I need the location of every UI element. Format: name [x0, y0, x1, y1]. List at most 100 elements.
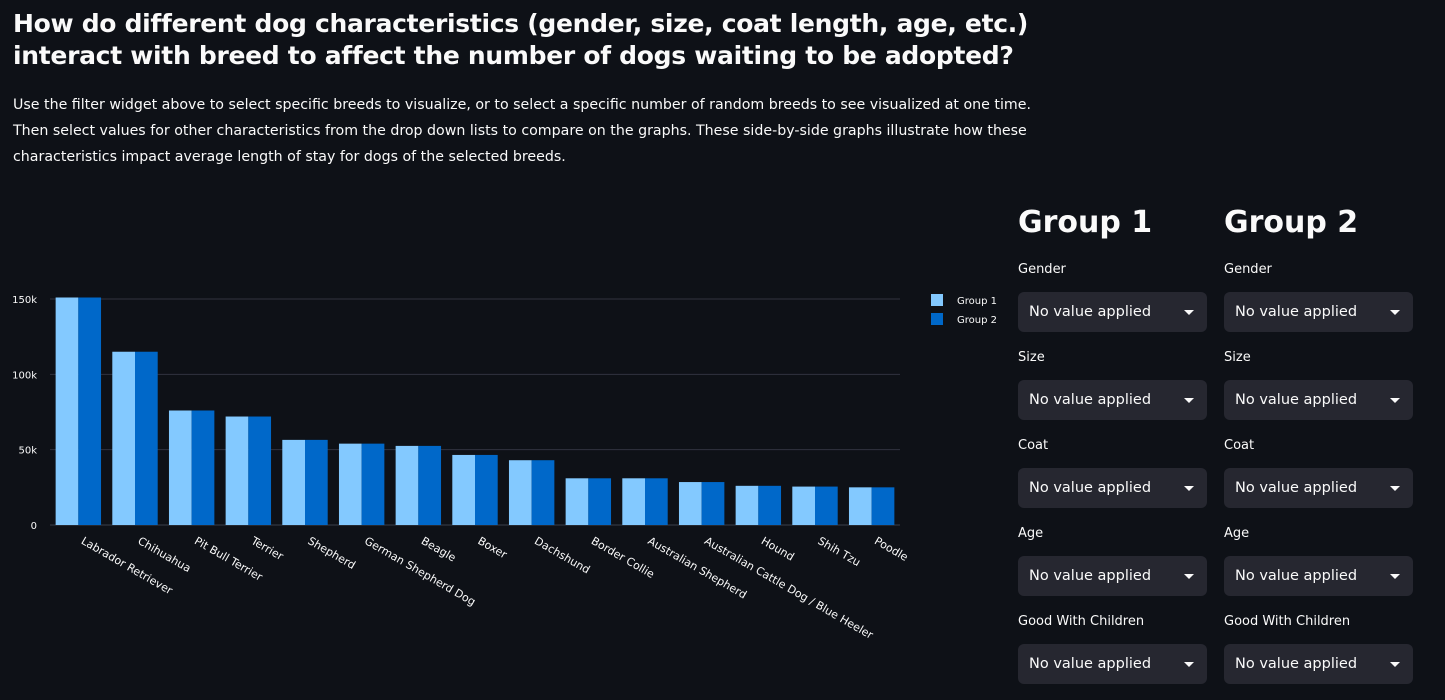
- bar-2: [78, 297, 102, 525]
- group-1-gender-select[interactable]: No value applied: [1018, 292, 1207, 332]
- chevron-down-icon: [1184, 309, 1194, 315]
- bar-2: [531, 460, 555, 525]
- group-2-size-select[interactable]: No value applied: [1224, 380, 1413, 420]
- select-value: No value applied: [1029, 656, 1152, 672]
- select-value: No value applied: [1235, 392, 1358, 408]
- bar-1: [55, 297, 79, 525]
- group-2-gender-select[interactable]: No value applied: [1224, 292, 1413, 332]
- x-tick-label: Australian Shepherd: [646, 534, 749, 601]
- chevron-down-icon: [1390, 309, 1400, 315]
- group-1-size-field: Size No value applied: [1018, 348, 1207, 436]
- group-1-gender-field: Gender No value applied: [1018, 260, 1207, 348]
- bar-2: [871, 487, 895, 525]
- chevron-down-icon: [1390, 397, 1400, 403]
- group-1-panel: Group 1 Gender No value applied Size No …: [1018, 200, 1207, 700]
- select-value: No value applied: [1235, 656, 1358, 672]
- select-value: No value applied: [1029, 304, 1152, 320]
- x-tick-label: Beagle: [419, 534, 458, 564]
- x-tick-label: Shepherd: [306, 534, 358, 572]
- chevron-down-icon: [1184, 661, 1194, 667]
- age-label: Age: [1224, 526, 1250, 541]
- group-2-coat-field: Coat No value applied: [1224, 436, 1413, 524]
- bar-1: [622, 478, 645, 525]
- bar-1: [225, 416, 249, 525]
- group-2-size-field: Size No value applied: [1224, 348, 1413, 436]
- x-tick-label: Labrador Retriever: [79, 534, 175, 597]
- bar-2: [248, 416, 272, 525]
- bar-1: [735, 485, 759, 525]
- bar-2: [645, 478, 668, 525]
- y-tick-label: 100k: [12, 370, 37, 381]
- y-tick-label: 50k: [18, 446, 37, 457]
- chevron-down-icon: [1390, 485, 1400, 491]
- chevron-down-icon: [1390, 573, 1400, 579]
- group-1-children-select[interactable]: No value applied: [1018, 644, 1207, 684]
- group-2-age-field: Age No value applied: [1224, 524, 1413, 612]
- group-2-children-field: Good With Children No value applied: [1224, 612, 1413, 700]
- bar-1: [338, 443, 362, 525]
- select-value: No value applied: [1029, 392, 1152, 408]
- bar-2: [701, 482, 725, 525]
- select-value: No value applied: [1235, 304, 1358, 320]
- select-value: No value applied: [1235, 568, 1358, 584]
- bar-2: [191, 410, 215, 525]
- chevron-down-icon: [1184, 573, 1194, 579]
- group-2-heading: Group 2: [1224, 205, 1359, 240]
- coat-label: Coat: [1224, 438, 1255, 453]
- group-2-panel: Group 2 Gender No value applied Size No …: [1224, 200, 1413, 700]
- age-label: Age: [1018, 526, 1044, 541]
- select-value: No value applied: [1029, 480, 1152, 496]
- bar-1: [282, 439, 305, 525]
- select-value: No value applied: [1235, 480, 1358, 496]
- bar-1: [678, 482, 702, 525]
- bar-1: [565, 478, 589, 525]
- group-2-age-select[interactable]: No value applied: [1224, 556, 1413, 596]
- group-2-coat-select[interactable]: No value applied: [1224, 468, 1413, 508]
- legend-swatch: [931, 294, 943, 306]
- legend-label: Group 2: [957, 315, 997, 326]
- bar-2: [418, 445, 442, 525]
- group-1-coat-select[interactable]: No value applied: [1018, 468, 1207, 508]
- bar-1: [848, 487, 872, 525]
- x-tick-label: Shih Tzu: [816, 534, 863, 569]
- page-title: How do different dog characteristics (ge…: [13, 9, 1029, 70]
- bar-2: [588, 478, 612, 525]
- chevron-down-icon: [1184, 485, 1194, 491]
- group-1-age-select[interactable]: No value applied: [1018, 556, 1207, 596]
- size-label: Size: [1018, 350, 1045, 365]
- page-description: Use the filter widget above to select sp…: [13, 97, 1031, 165]
- group-1-coat-field: Coat No value applied: [1018, 436, 1207, 524]
- size-label: Size: [1224, 350, 1251, 365]
- bar-2: [475, 454, 498, 525]
- group-1-heading: Group 1: [1018, 205, 1153, 240]
- bar-1: [452, 454, 475, 525]
- x-tick-label: Boxer: [476, 534, 510, 561]
- chevron-down-icon: [1184, 397, 1194, 403]
- bar-2: [815, 486, 838, 525]
- select-value: No value applied: [1029, 568, 1152, 584]
- chevron-down-icon: [1390, 661, 1400, 667]
- group-2-children-select[interactable]: No value applied: [1224, 644, 1413, 684]
- y-tick-label: 0: [31, 521, 37, 532]
- x-tick-label: Poodle: [872, 534, 910, 564]
- good-with-children-label: Good With Children: [1018, 614, 1145, 629]
- y-tick-label: 150k: [12, 295, 37, 306]
- bar-1: [508, 460, 532, 525]
- gender-label: Gender: [1018, 262, 1066, 277]
- x-tick-label: Border Collie: [589, 534, 657, 581]
- x-tick-label: Terrier: [248, 534, 286, 563]
- bar-2: [361, 443, 385, 525]
- bar-2: [758, 485, 782, 525]
- x-tick-label: Dachshund: [532, 534, 592, 576]
- bar-1: [395, 445, 419, 525]
- group-2-gender-field: Gender No value applied: [1224, 260, 1413, 348]
- group-1-age-field: Age No value applied: [1018, 524, 1207, 612]
- group-1-size-select[interactable]: No value applied: [1018, 380, 1207, 420]
- group-1-children-field: Good With Children No value applied: [1018, 612, 1207, 700]
- coat-label: Coat: [1018, 438, 1049, 453]
- bar-1: [112, 351, 135, 525]
- bar-1: [792, 486, 815, 525]
- legend-swatch: [931, 313, 943, 325]
- good-with-children-label: Good With Children: [1224, 614, 1351, 629]
- gender-label: Gender: [1224, 262, 1272, 277]
